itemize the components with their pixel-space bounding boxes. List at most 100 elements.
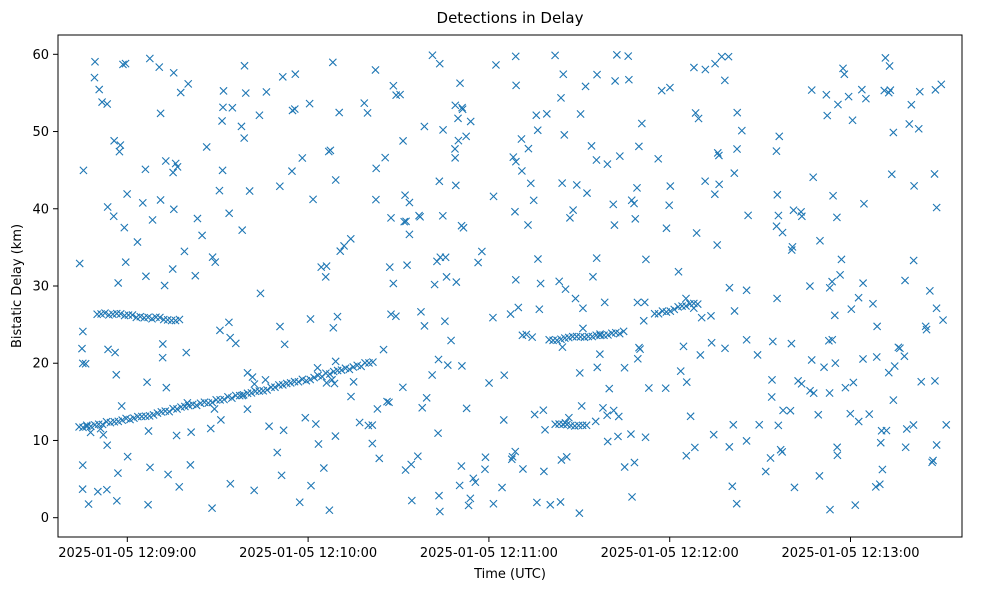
data-point [403, 261, 412, 270]
data-point [528, 333, 537, 342]
data-point [262, 87, 271, 96]
data-point [373, 404, 382, 413]
data-point [360, 99, 369, 108]
data-point [909, 256, 918, 265]
data-point [112, 370, 121, 379]
data-point [717, 52, 726, 61]
data-point [418, 403, 427, 412]
data-point [81, 359, 90, 368]
data-point [626, 430, 635, 439]
data-point [778, 228, 787, 237]
data-point [371, 195, 380, 204]
data-point [729, 420, 738, 429]
data-point [532, 111, 541, 120]
data-point [208, 253, 217, 262]
data-point [420, 122, 429, 131]
data-point [591, 417, 600, 426]
data-point [78, 485, 87, 494]
data-point [387, 213, 395, 222]
data-point [829, 191, 838, 200]
data-point [116, 309, 125, 318]
data-point [615, 329, 624, 338]
data-point [508, 452, 517, 461]
data-point [932, 440, 941, 449]
data-point [635, 343, 643, 352]
data-point [379, 345, 388, 354]
data-point [331, 357, 340, 366]
data-point [462, 404, 471, 413]
data-point [328, 375, 336, 384]
data-point [871, 482, 880, 491]
data-point [148, 215, 157, 224]
data-point [391, 312, 400, 321]
data-point [620, 463, 629, 472]
data-point [641, 433, 650, 442]
data-point [822, 90, 831, 99]
data-point [825, 389, 834, 397]
data-point [101, 309, 109, 318]
data-point [511, 275, 520, 284]
data-point [435, 507, 444, 516]
x-axis: 2025-01-05 12:09:00 2025-01-05 12:10:00 20… [58, 537, 920, 561]
data-point [117, 402, 126, 411]
data-point [720, 76, 729, 85]
data-point [909, 421, 918, 430]
data-point [773, 190, 782, 199]
data-point [175, 482, 184, 491]
data-point [556, 497, 565, 506]
data-point [95, 85, 104, 94]
data-point [488, 313, 497, 322]
data-point [469, 474, 478, 483]
data-point [709, 430, 718, 439]
data-point [155, 313, 164, 322]
data-point [93, 487, 102, 496]
data-point [886, 86, 895, 95]
data-point [624, 52, 633, 61]
data-point [610, 221, 619, 230]
data-point [325, 370, 334, 379]
data-point [103, 202, 112, 211]
data-point [383, 397, 392, 406]
data-point [443, 361, 452, 370]
data-point [790, 483, 799, 492]
data-point [768, 337, 777, 346]
data-point [676, 367, 685, 376]
data-point [491, 60, 500, 69]
data-point [665, 201, 674, 210]
data-point [457, 361, 466, 370]
data-point [807, 86, 816, 95]
data-point [789, 206, 798, 215]
data-point [345, 365, 354, 374]
data-point [361, 358, 370, 367]
data-point [322, 262, 331, 271]
data-point [517, 166, 526, 175]
data-point [932, 203, 941, 212]
data-point [454, 114, 463, 123]
x-tick-label: 2025-01-05 12:09:00 [58, 546, 196, 561]
data-point [337, 366, 346, 375]
data-point [557, 455, 566, 464]
data-point [615, 152, 624, 161]
data-point [577, 401, 586, 410]
data-point [331, 432, 340, 441]
data-point [511, 52, 520, 61]
data-point [175, 315, 184, 324]
data-point [772, 147, 781, 156]
data-point [631, 214, 640, 223]
data-point [654, 309, 663, 318]
data-point [532, 498, 541, 507]
data-point [471, 478, 480, 487]
data-point [662, 224, 671, 233]
data-point [690, 443, 699, 452]
data-point [279, 426, 288, 435]
data-point [815, 236, 824, 245]
data-point [368, 439, 377, 448]
data-point [336, 247, 345, 256]
data-point [728, 482, 737, 491]
data-point [630, 199, 639, 208]
data-point [169, 168, 178, 177]
data-point [464, 501, 473, 510]
data-point [611, 76, 620, 85]
x-axis-label: Time (UTC) [473, 567, 546, 582]
data-point [99, 430, 108, 439]
